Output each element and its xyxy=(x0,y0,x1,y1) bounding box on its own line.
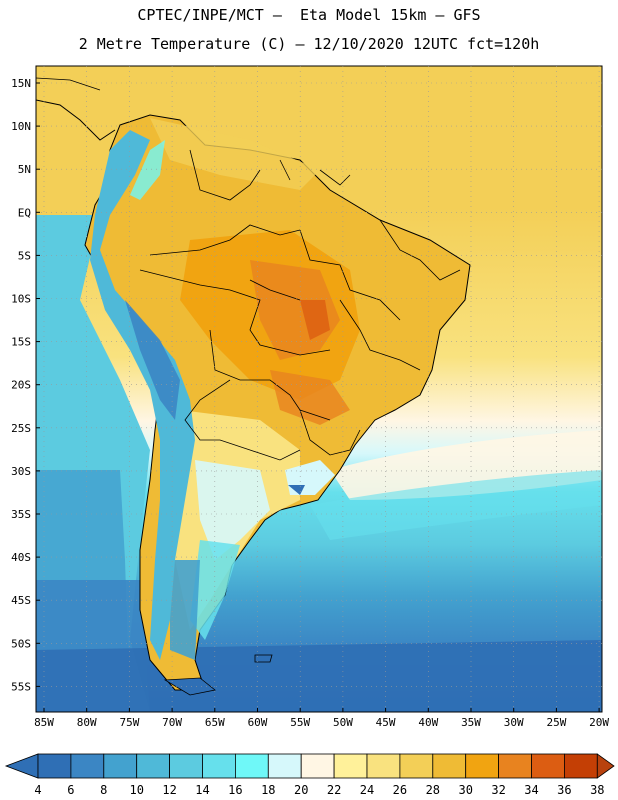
colorbar-label: 8 xyxy=(100,783,107,797)
lat-label: 45S xyxy=(11,594,31,607)
colorbar-segment xyxy=(70,753,105,779)
latitude-labels: 15N 10N 5N EQ 5S 10S 15S 20S 25S 30S 35S 40S 45S 50S 5… xyxy=(11,77,31,693)
map-field xyxy=(36,66,602,712)
colorbar-segment xyxy=(465,753,500,779)
lat-label: 50S xyxy=(11,637,31,650)
lat-label: 20S xyxy=(11,379,31,392)
lon-label: 30W xyxy=(504,716,524,729)
colorbar-label: 26 xyxy=(393,783,407,797)
colorbar-segment xyxy=(498,753,532,779)
colorbar-segment xyxy=(103,753,138,779)
country-borders xyxy=(139,149,461,461)
lon-label: 35W xyxy=(461,716,481,729)
graticule xyxy=(36,66,602,712)
andes-cold-region xyxy=(90,130,195,660)
colorbar-segment xyxy=(169,753,203,779)
colorbar-segment xyxy=(267,753,302,779)
colorbar-label: 14 xyxy=(195,783,209,797)
lat-label: 15N xyxy=(11,77,31,90)
colorbar-low-arrow xyxy=(4,753,39,779)
lon-label: 75W xyxy=(119,716,139,729)
colorbar-label: 12 xyxy=(162,783,176,797)
colorbar-label: 16 xyxy=(228,783,242,797)
lon-label: 50W xyxy=(333,716,353,729)
lon-label: 70W xyxy=(162,716,182,729)
chart-subtitle: 2 Metre Temperature (C) – 12/10/2020 12U… xyxy=(78,35,540,53)
lon-label: 80W xyxy=(77,716,97,729)
lon-label: 60W xyxy=(248,716,268,729)
lat-label: 35S xyxy=(11,508,31,521)
central-america-coast xyxy=(36,99,116,141)
colorbar-label: 38 xyxy=(590,783,604,797)
lon-label: 40W xyxy=(418,716,438,729)
colorbar-label: 22 xyxy=(327,783,341,797)
colorbar-segment xyxy=(234,753,269,779)
colorbar-label: 30 xyxy=(458,783,472,797)
colorbar-segment xyxy=(399,753,434,779)
colorbar-label: 6 xyxy=(67,783,74,797)
colorbar-segment xyxy=(37,753,72,779)
lat-label: 30S xyxy=(11,465,31,478)
colorbar-segment xyxy=(333,753,368,779)
lon-label: 65W xyxy=(205,716,225,729)
colorbar-label: 28 xyxy=(426,783,440,797)
colorbar-label: 32 xyxy=(491,783,505,797)
colorbar-segment xyxy=(531,753,565,779)
colorbar-segment xyxy=(136,753,170,779)
colorbar-label: 36 xyxy=(557,783,571,797)
longitude-labels: 85W 80W 75W 70W 65W 60W 55W 50W 45W 40W 35W 30W 25W 2… xyxy=(34,716,609,729)
lat-label: EQ xyxy=(18,206,31,219)
lat-label: 5N xyxy=(18,163,31,176)
lat-label: 5S xyxy=(18,249,31,262)
colorbar-segment xyxy=(432,753,467,779)
map-frame xyxy=(35,65,603,713)
lon-label: 85W xyxy=(34,716,54,729)
colorbar-segment xyxy=(564,753,598,779)
colorbar-high-arrow xyxy=(596,753,615,779)
lat-label: 25S xyxy=(11,422,31,435)
lat-label: 15S xyxy=(11,336,31,349)
lat-label: 10N xyxy=(11,120,31,133)
colorbar-label: 24 xyxy=(360,783,374,797)
colorbar-segment xyxy=(300,753,335,779)
colorbar-label: 18 xyxy=(261,783,275,797)
lat-label: 55S xyxy=(11,680,31,693)
colorbar-label: 34 xyxy=(524,783,538,797)
lon-label: 20W xyxy=(589,716,609,729)
chart-title: CPTEC/INPE/MCT – Eta Model 15km – GFS xyxy=(137,6,481,24)
lat-label: 40S xyxy=(11,551,31,564)
colorbar-label: 10 xyxy=(129,783,143,797)
lon-label: 45W xyxy=(376,716,396,729)
colorbar-label: 20 xyxy=(294,783,308,797)
lat-label: 10S xyxy=(11,293,31,306)
colorbar: 4 6 8 10 12 14 16 18 20 22 24 26 28 30 32 34 36 38 xyxy=(4,753,615,797)
lon-label: 55W xyxy=(290,716,310,729)
colorbar-segment xyxy=(202,753,236,779)
colorbar-label: 4 xyxy=(34,783,41,797)
colorbar-segment xyxy=(366,753,401,779)
lon-label: 25W xyxy=(546,716,566,729)
